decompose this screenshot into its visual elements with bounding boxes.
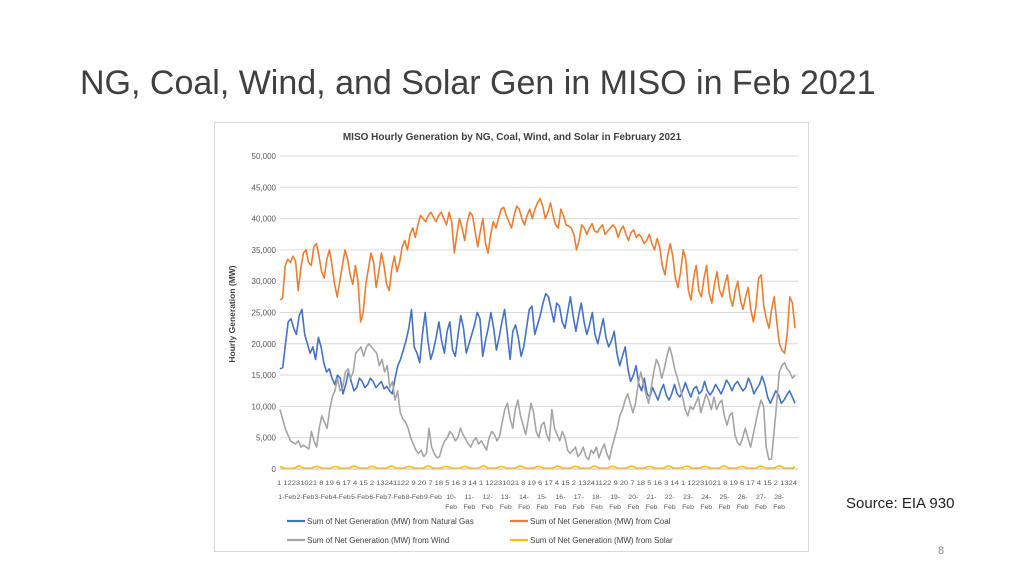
- y-tick-label: 15,000: [252, 371, 277, 380]
- legend-label: Sum of Net Generation (MW) from Wind: [307, 536, 449, 545]
- page-number: 8: [938, 545, 945, 557]
- x-day-label: 25-: [720, 494, 730, 501]
- x-day-label: 14-: [519, 494, 529, 501]
- series-lines: [279, 197, 796, 470]
- y-tick-label: 10,000: [252, 402, 277, 411]
- x-day-label: 3-Feb: [315, 494, 333, 501]
- x-day-label: 16-: [556, 494, 566, 501]
- y-tick-label: 45,000: [252, 183, 277, 192]
- source-note: Source: EIA 930: [846, 495, 955, 512]
- x-day-label: 24-: [701, 494, 711, 501]
- x-day-label: Feb: [737, 504, 749, 511]
- x-day-label: Feb: [445, 504, 457, 511]
- y-axis-ticks: 0 5,000 10,000 15,000 20,000 25,000 30,000 35,0…: [252, 152, 277, 474]
- y-tick-label: 20,000: [252, 340, 277, 349]
- x-day-label: 23-: [683, 494, 693, 501]
- x-day-label: 27-: [756, 494, 766, 501]
- legend-label: Sum of Net Generation (MW) from Solar: [530, 536, 673, 545]
- series-line-1: [279, 197, 796, 354]
- y-tick-label: 30,000: [252, 277, 277, 286]
- x-hour-tick-labels: 1 12231021 8 19 6 17 4 15 2 13241122 9 2…: [277, 480, 797, 487]
- x-day-label: 7-Feb: [388, 494, 406, 501]
- x-day-label: 28-: [774, 494, 784, 501]
- x-day-label: 19-: [610, 494, 620, 501]
- y-tick-label: 40,000: [252, 215, 277, 224]
- legend-label: Sum of Net Generation (MW) from Coal: [530, 517, 671, 526]
- x-day-label: 21-: [647, 494, 657, 501]
- x-day-label: 26-: [738, 494, 748, 501]
- x-day-label: Feb: [518, 504, 530, 511]
- slide-title: NG, Coal, Wind, and Solar Gen in MISO in…: [80, 64, 876, 102]
- x-day-label: 20-: [628, 494, 638, 501]
- x-day-label: Feb: [664, 504, 676, 511]
- x-day-label: Feb: [463, 504, 475, 511]
- x-day-label: Feb: [682, 504, 694, 511]
- x-day-label: Feb: [573, 504, 585, 511]
- y-tick-label: 5,000: [256, 434, 277, 443]
- x-day-label: 6-Feb: [369, 494, 387, 501]
- line-chart: MISO Hourly Generation by NG, Coal, Wind…: [227, 132, 798, 545]
- x-day-label: Feb: [591, 504, 603, 511]
- x-day-label: Feb: [536, 504, 548, 511]
- y-tick-label: 0: [272, 465, 277, 474]
- y-tick-label: 50,000: [252, 152, 277, 161]
- series-line-2: [279, 343, 796, 461]
- x-day-label: Feb: [555, 504, 567, 511]
- x-day-label: 17-: [574, 494, 584, 501]
- gridlines: [280, 155, 798, 470]
- x-day-label: 15-: [537, 494, 547, 501]
- x-day-label: 1-Feb: [278, 494, 296, 501]
- chart-area: MISO Hourly Generation by NG, Coal, Wind…: [214, 122, 809, 552]
- x-day-label: 5-Feb: [351, 494, 369, 501]
- x-day-label: Feb: [646, 504, 658, 511]
- series-line-0: [279, 292, 796, 405]
- legend-label: Sum of Net Generation (MW) from Natural …: [307, 517, 474, 526]
- chart-title: MISO Hourly Generation by NG, Coal, Wind…: [343, 132, 682, 143]
- x-day-label: Feb: [719, 504, 731, 511]
- series-line-3: [279, 465, 796, 470]
- x-day-label: 8-Feb: [406, 494, 424, 501]
- x-day-label: 2-Feb: [296, 494, 314, 501]
- y-tick-label: 35,000: [252, 246, 277, 255]
- x-day-label: Feb: [755, 504, 767, 511]
- y-tick-label: 25,000: [252, 309, 277, 318]
- x-day-label: Feb: [500, 504, 512, 511]
- x-day-label: Feb: [609, 504, 621, 511]
- y-axis-label: Hourly Generation (MW): [227, 265, 237, 362]
- x-day-label: 22-: [665, 494, 675, 501]
- x-day-label: Feb: [773, 504, 785, 511]
- x-day-label: 9-Feb: [424, 494, 442, 501]
- x-day-label: 18-: [592, 494, 602, 501]
- x-day-label: 10-: [446, 494, 456, 501]
- x-day-label: 12-: [483, 494, 493, 501]
- x-day-label: Feb: [700, 504, 712, 511]
- x-day-label: Feb: [627, 504, 639, 511]
- x-day-label: 4-Feb: [333, 494, 351, 501]
- x-axis: 1 12231021 8 19 6 17 4 15 2 13241122 9 2…: [277, 468, 798, 511]
- x-day-label: 11-: [465, 494, 474, 501]
- x-day-label: 13-: [501, 494, 511, 501]
- legend: Sum of Net Generation (MW) from Natural …: [287, 517, 673, 545]
- x-day-label: Feb: [482, 504, 494, 511]
